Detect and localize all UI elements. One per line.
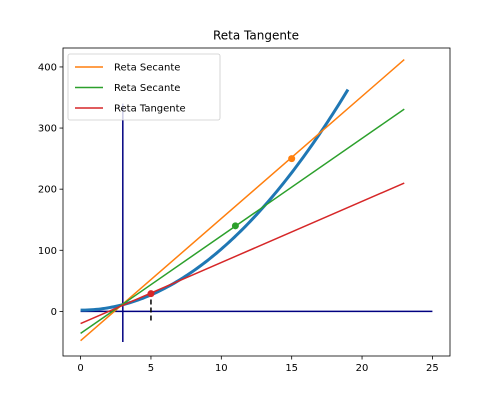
legend-label-1: Reta Secante: [114, 83, 180, 94]
data-point-1: [231, 222, 239, 230]
x-tick-label: 25: [426, 363, 439, 374]
series-line-0: [80, 59, 405, 342]
y-tick-label: 100: [38, 246, 57, 257]
y-tick-label: 400: [38, 62, 57, 73]
x-tick-label: 0: [77, 363, 83, 374]
data-point-2: [147, 290, 155, 298]
chart-title: Reta Tangente: [213, 29, 299, 43]
legend-label-0: Reta Secante: [114, 63, 180, 74]
series-line-1: [80, 108, 405, 335]
parabola-curve: [80, 88, 350, 312]
x-tick-label: 10: [215, 363, 228, 374]
legend-box: [67, 53, 221, 121]
legend: Reta Secante Reta Secante Reta Tangente: [67, 53, 221, 121]
legend-label-2: Reta Tangente: [114, 104, 186, 115]
data-point-0: [288, 155, 296, 163]
x-tick-label: 5: [148, 363, 154, 374]
y-tick-label: 0: [51, 307, 57, 318]
y-tick-label: 300: [38, 124, 57, 135]
x-axis: 0 5 10 15 20 25: [77, 356, 439, 374]
series-line-2: [80, 182, 405, 325]
x-tick-label: 20: [356, 363, 369, 374]
y-axis: 0 100 200 300 400: [38, 62, 63, 318]
axes-frame: [62, 47, 451, 357]
plot-area: [80, 59, 433, 342]
x-tick-label: 15: [285, 363, 298, 374]
y-tick-label: 200: [38, 185, 57, 196]
